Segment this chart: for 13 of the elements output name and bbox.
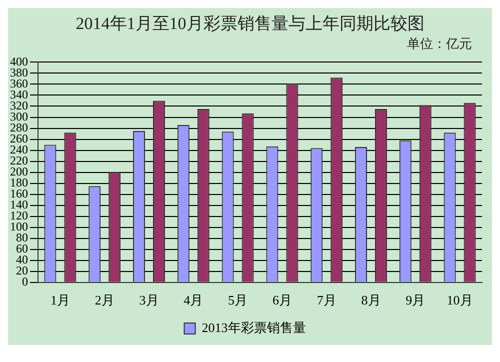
x-tick-label: 4月 xyxy=(184,292,204,308)
text: 单位：亿元 xyxy=(406,35,473,53)
x-tick-label: 6月 xyxy=(272,292,292,308)
x-tick-label: 8月 xyxy=(361,292,381,308)
chart-title: 2014年1月至10月彩票销售量与上年同期比较图 xyxy=(74,13,426,35)
x-tick-label: 10月 xyxy=(446,292,473,308)
x-tick-label: 5月 xyxy=(228,292,248,308)
x-tick-label: 1月 xyxy=(50,292,70,308)
x-tick-label: 3月 xyxy=(139,292,159,308)
x-tick-label: 2月 xyxy=(94,292,114,308)
x-tick-label: 7月 xyxy=(316,292,336,308)
legend-label: 2013年彩票销售量 xyxy=(202,320,306,335)
x-tick-label: 9月 xyxy=(406,292,426,308)
